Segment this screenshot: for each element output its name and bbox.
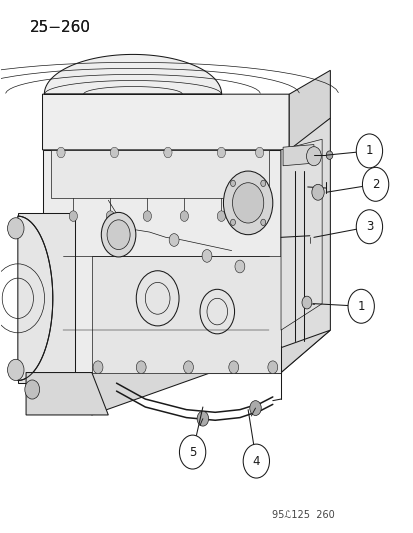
Circle shape — [143, 211, 151, 221]
Polygon shape — [43, 330, 330, 415]
Text: 1: 1 — [356, 300, 364, 313]
Circle shape — [7, 359, 24, 381]
Polygon shape — [18, 214, 75, 383]
Circle shape — [57, 147, 65, 158]
Polygon shape — [26, 373, 108, 415]
Circle shape — [180, 211, 188, 221]
Circle shape — [223, 171, 272, 235]
Circle shape — [301, 296, 311, 309]
Circle shape — [306, 147, 320, 166]
Polygon shape — [282, 144, 313, 166]
Circle shape — [356, 134, 382, 168]
Circle shape — [179, 435, 205, 469]
Circle shape — [107, 220, 130, 249]
Circle shape — [311, 184, 323, 200]
Polygon shape — [43, 150, 280, 373]
Text: 95ℒ125  260: 95ℒ125 260 — [272, 510, 334, 520]
Polygon shape — [280, 139, 321, 330]
Polygon shape — [51, 150, 268, 198]
Text: 3: 3 — [365, 220, 372, 233]
Circle shape — [106, 211, 114, 221]
Circle shape — [260, 219, 265, 225]
Polygon shape — [18, 216, 52, 381]
Circle shape — [183, 361, 193, 374]
Polygon shape — [289, 70, 330, 150]
Circle shape — [230, 219, 235, 225]
Circle shape — [217, 147, 225, 158]
Circle shape — [356, 210, 382, 244]
Circle shape — [7, 217, 24, 239]
Circle shape — [251, 211, 259, 221]
Text: 4: 4 — [252, 455, 259, 467]
Circle shape — [325, 151, 332, 159]
Text: 2: 2 — [371, 178, 378, 191]
Circle shape — [361, 167, 388, 201]
Circle shape — [235, 260, 244, 273]
Circle shape — [347, 289, 373, 323]
Text: 5: 5 — [188, 446, 196, 458]
Circle shape — [169, 233, 178, 246]
Circle shape — [69, 211, 77, 221]
Text: 25−260: 25−260 — [30, 20, 91, 36]
Circle shape — [267, 361, 277, 374]
Circle shape — [217, 211, 225, 221]
Circle shape — [164, 147, 172, 158]
Circle shape — [197, 411, 208, 426]
Circle shape — [232, 183, 263, 223]
Circle shape — [202, 249, 211, 262]
Circle shape — [230, 180, 235, 187]
Circle shape — [242, 444, 269, 478]
Circle shape — [255, 147, 263, 158]
Circle shape — [25, 380, 40, 399]
Polygon shape — [280, 118, 330, 373]
Circle shape — [260, 180, 265, 187]
Circle shape — [110, 147, 118, 158]
Polygon shape — [92, 256, 280, 373]
Polygon shape — [43, 54, 289, 150]
Circle shape — [249, 401, 261, 416]
Circle shape — [136, 361, 146, 374]
Text: 1: 1 — [365, 144, 372, 157]
Circle shape — [228, 361, 238, 374]
Text: 25−260: 25−260 — [30, 20, 91, 36]
Circle shape — [93, 361, 103, 374]
Circle shape — [101, 213, 135, 257]
